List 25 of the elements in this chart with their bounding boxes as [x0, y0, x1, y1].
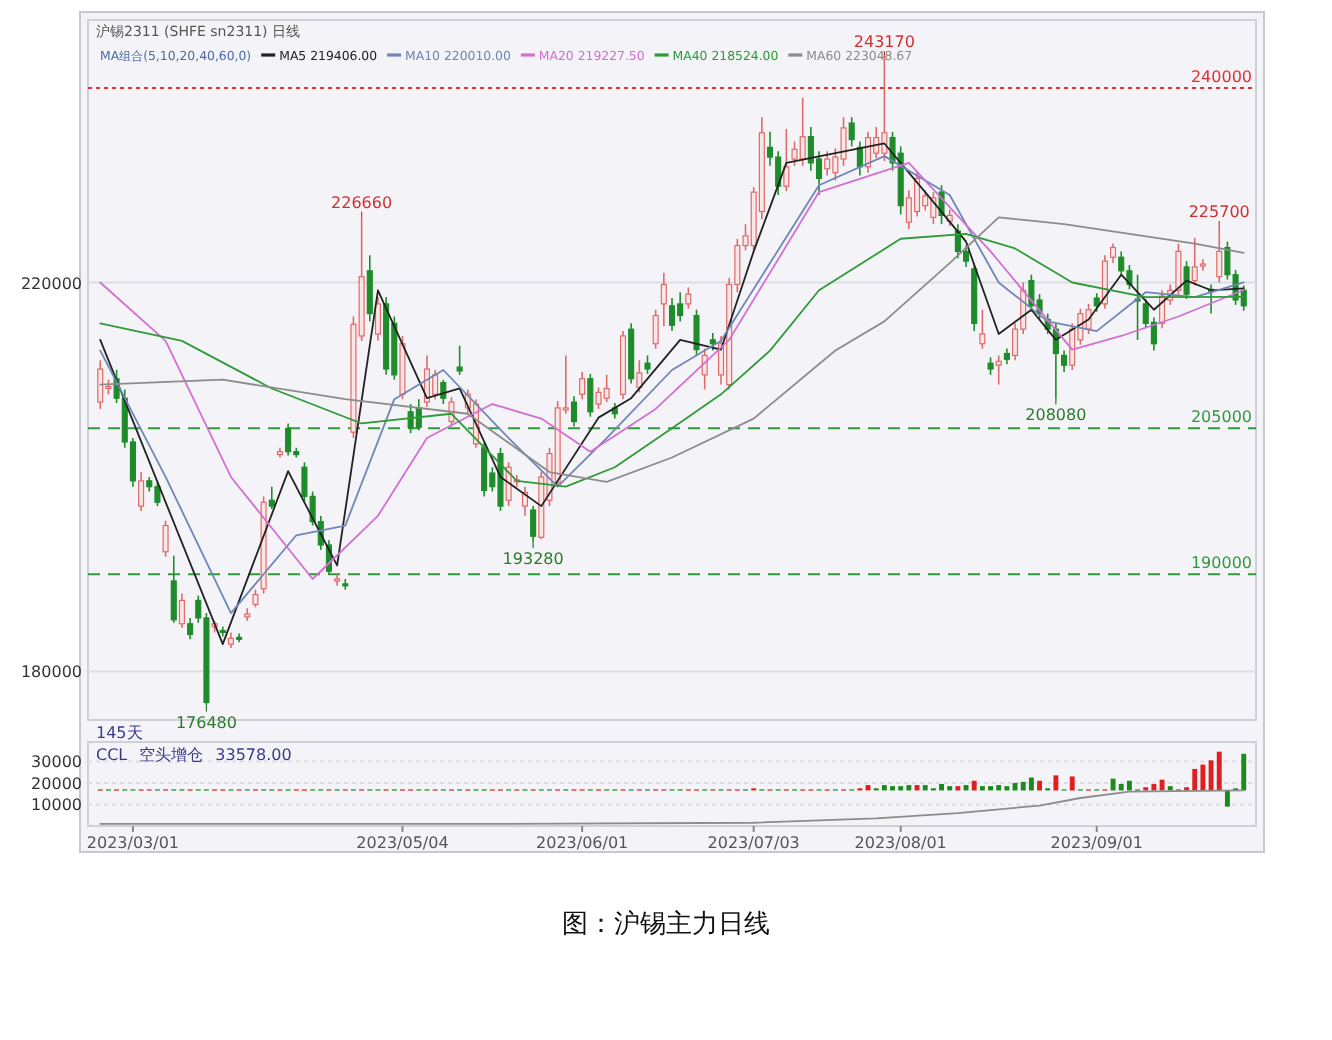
x-tick-label: 2023/07/03	[707, 834, 800, 852]
annotation: 145天	[96, 724, 143, 742]
x-tick-label: 2023/05/04	[356, 834, 449, 852]
annotation: 225700	[1188, 203, 1250, 222]
ref-line-label: 240000	[1190, 68, 1252, 87]
x-tick-label: 2023/06/01	[536, 834, 629, 852]
annotation: CCL	[96, 746, 129, 764]
x-tick-label: 2023/09/01	[1050, 834, 1143, 852]
x-tick-label: 2023/03/01	[86, 834, 180, 852]
annotation: 176480	[175, 713, 237, 732]
y-tick-label: 30000	[31, 753, 82, 772]
annotation: 33578.00	[215, 746, 292, 764]
annotation: 226660	[331, 193, 393, 212]
annotation: 193280	[502, 550, 564, 569]
annotation: 空头增仓	[139, 746, 204, 764]
y-tick-label: 180000	[20, 663, 82, 682]
ref-line-label: 205000	[1190, 408, 1252, 427]
annotation: 208080	[1025, 406, 1087, 425]
y-tick-label: 10000	[31, 796, 82, 815]
y-tick-label: 220000	[20, 274, 82, 293]
y-tick-label: 20000	[31, 774, 82, 793]
annotation: 243170	[853, 33, 915, 52]
text: 图：沪锡主力日线	[562, 908, 770, 940]
ref-line-label: 190000	[1190, 554, 1252, 573]
x-tick-label: 2023/08/01	[854, 834, 947, 852]
